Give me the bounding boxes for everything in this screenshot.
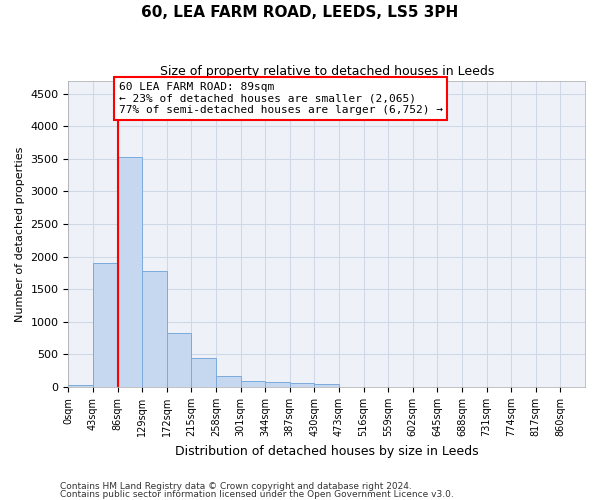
Bar [290, 383, 314, 387]
Title: Size of property relative to detached houses in Leeds: Size of property relative to detached ho… [160, 65, 494, 78]
Bar [314, 384, 339, 387]
Text: Contains HM Land Registry data © Crown copyright and database right 2024.: Contains HM Land Registry data © Crown c… [60, 482, 412, 491]
Bar [216, 376, 241, 387]
Bar [68, 385, 93, 387]
Y-axis label: Number of detached properties: Number of detached properties [15, 146, 25, 322]
Bar [93, 262, 118, 387]
Bar [241, 380, 265, 387]
Bar [142, 271, 167, 387]
Bar [191, 358, 216, 387]
Text: 60, LEA FARM ROAD, LEEDS, LS5 3PH: 60, LEA FARM ROAD, LEEDS, LS5 3PH [142, 5, 458, 20]
Bar [118, 157, 142, 387]
Bar [265, 382, 290, 387]
Bar [167, 333, 191, 387]
X-axis label: Distribution of detached houses by size in Leeds: Distribution of detached houses by size … [175, 444, 479, 458]
Text: 60 LEA FARM ROAD: 89sqm
← 23% of detached houses are smaller (2,065)
77% of semi: 60 LEA FARM ROAD: 89sqm ← 23% of detache… [119, 82, 443, 115]
Text: Contains public sector information licensed under the Open Government Licence v3: Contains public sector information licen… [60, 490, 454, 499]
